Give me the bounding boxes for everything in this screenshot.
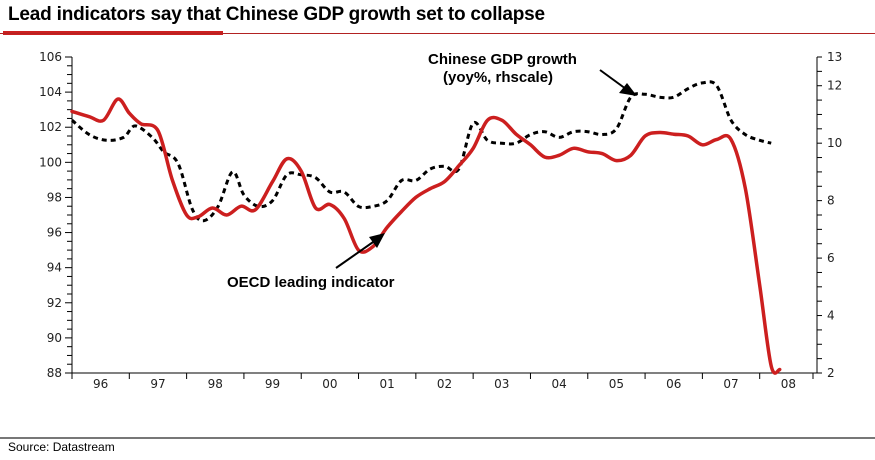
right-tick-label: 6 [827,251,835,265]
x-tick-label: 07 [723,377,738,391]
left-tick-label: 98 [47,190,62,204]
left-tick-label: 92 [47,296,62,310]
right-tick-label: 8 [827,194,835,208]
right-tick-label: 12 [827,79,842,93]
annotation-oecd-label: OECD leading indicator [227,274,395,291]
left-tick-label: 102 [39,120,62,134]
chart-title: Lead indicators say that Chinese GDP gro… [8,4,545,25]
series-layer [70,80,782,375]
chart-area: 106 104 102 100 98 96 94 92 90 88 13 12 10 8 6 4 2 96 97 98… [39,50,842,391]
right-tick-label: 10 [827,136,842,150]
x-tick-label: 01 [380,377,395,391]
x-tick-label: 00 [322,377,337,391]
x-tick-label: 08 [781,377,796,391]
x-tick-label: 02 [437,377,452,391]
x-tick-label: 05 [609,377,624,391]
series-line-chinese-gdp-growth [71,80,772,223]
annotation-gdp-line1: Chinese GDP growth [428,51,577,68]
annotation-oecd-arrow [335,233,385,269]
right-tick-label: 2 [827,366,835,380]
annotation-gdp-line2: (yoy%, rhscale) [443,69,553,86]
annotations: Chinese GDP growth (yoy%, rhscale) OECD … [227,51,637,291]
left-tick-label: 88 [47,366,62,380]
left-tick-label: 90 [47,331,62,345]
x-tick-label: 98 [208,377,223,391]
title-underline [0,33,875,34]
x-tick-label: 96 [93,377,108,391]
right-tick-label: 13 [827,50,842,64]
left-tick-label: 104 [39,85,62,99]
x-tick-label: 03 [494,377,509,391]
annotation-gdp-arrow [599,69,637,96]
x-tick-label: 04 [551,377,566,391]
source-divider [0,437,875,439]
x-tick-label: 97 [150,377,165,391]
source-note: Source: Datastream [8,440,115,454]
left-tick-label: 94 [47,261,62,275]
left-tick-label: 100 [39,155,62,169]
x-tick-label: 99 [265,377,280,391]
axes: 106 104 102 100 98 96 94 92 90 88 13 12 10 8 6 4 2 96 97 98… [39,50,842,391]
x-tick-label: 06 [666,377,681,391]
left-tick-label: 96 [47,226,62,240]
left-tick-label: 106 [39,50,62,64]
series-line-oecd-leading-indicator [70,97,782,375]
right-tick-label: 4 [827,309,835,323]
